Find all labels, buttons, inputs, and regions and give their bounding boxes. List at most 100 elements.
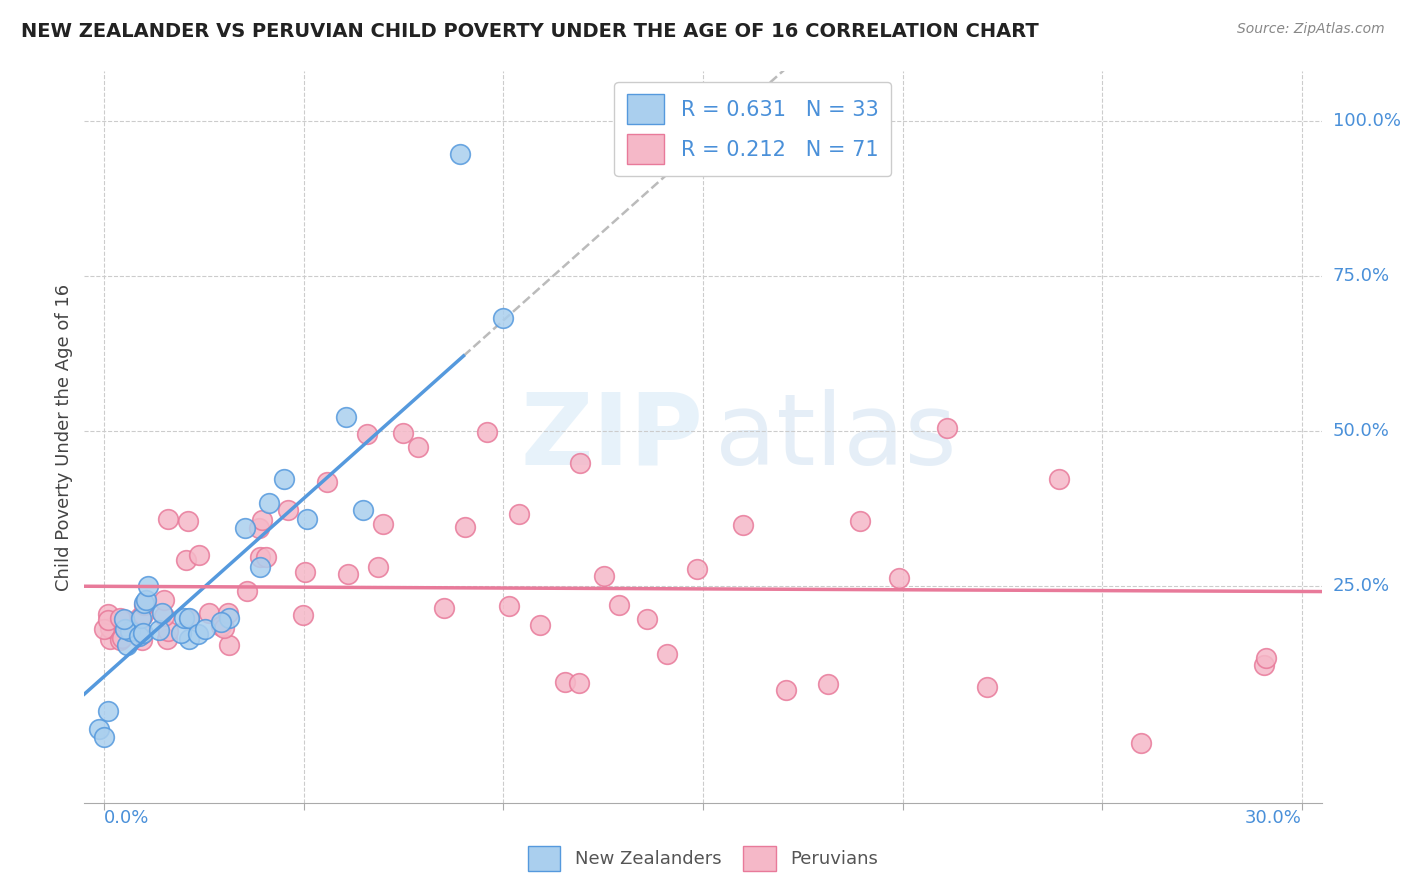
Point (132, 626, 155, 640)
Point (1130, 736, 1153, 750)
Point (775, 682, 797, 697)
Point (209, 618, 232, 632)
Point (636, 612, 658, 626)
Point (179, 610, 201, 624)
Point (936, 421, 959, 435)
Point (132, 598, 155, 612)
Point (177, 632, 200, 646)
Point (156, 512, 179, 526)
Point (93, 731, 115, 745)
Point (568, 675, 591, 690)
Point (131, 625, 153, 640)
Legend: New Zealanders, Peruvians: New Zealanders, Peruvians (520, 838, 886, 879)
Legend: R = 0.631   N = 33, R = 0.212   N = 71: R = 0.631 N = 33, R = 0.212 N = 71 (614, 82, 891, 176)
Point (212, 621, 235, 635)
Point (371, 516, 394, 531)
Point (153, 609, 176, 624)
Point (93, 622, 115, 636)
Text: ZIP: ZIP (520, 389, 703, 485)
Point (150, 606, 173, 620)
Point (217, 606, 239, 620)
Point (108, 633, 131, 648)
Point (98, 621, 121, 635)
Point (97, 607, 120, 621)
Point (367, 560, 389, 574)
Point (115, 638, 138, 652)
Point (554, 674, 576, 689)
Text: 100.0%: 100.0% (1333, 112, 1400, 130)
Point (492, 311, 515, 326)
Point (1254, 651, 1277, 665)
Text: atlas: atlas (716, 389, 957, 485)
Point (477, 425, 499, 440)
Text: 0.0%: 0.0% (104, 809, 149, 827)
Point (849, 514, 872, 528)
Point (89, 722, 111, 736)
Point (1047, 472, 1070, 486)
Point (449, 146, 471, 161)
Point (174, 552, 197, 566)
Point (593, 569, 616, 583)
Point (315, 475, 337, 489)
Point (733, 518, 755, 533)
Point (131, 632, 153, 647)
Point (335, 409, 357, 424)
Point (607, 598, 630, 612)
Point (112, 615, 135, 629)
Point (252, 513, 274, 527)
Text: 75.0%: 75.0% (1333, 267, 1391, 285)
Text: NEW ZEALANDER VS PERUVIAN CHILD POVERTY UNDER THE AGE OF 16 CORRELATION CHART: NEW ZEALANDER VS PERUVIAN CHILD POVERTY … (21, 22, 1039, 41)
Point (114, 622, 136, 636)
Point (657, 647, 679, 661)
Point (111, 631, 134, 645)
Point (568, 456, 591, 470)
Point (132, 607, 155, 622)
Point (257, 496, 280, 510)
Point (218, 610, 240, 624)
Point (131, 627, 153, 641)
Point (108, 611, 131, 625)
Text: 50.0%: 50.0% (1333, 422, 1389, 440)
Text: 30.0%: 30.0% (1244, 809, 1302, 827)
Point (156, 632, 179, 646)
Point (454, 520, 477, 534)
Text: 25.0%: 25.0% (1333, 577, 1391, 595)
Point (254, 550, 277, 565)
Point (277, 503, 299, 517)
Point (433, 600, 456, 615)
Point (392, 425, 415, 440)
Point (187, 627, 209, 641)
Point (136, 579, 159, 593)
Point (292, 608, 315, 623)
Point (170, 626, 193, 640)
Point (273, 471, 295, 485)
Point (247, 521, 270, 535)
Point (233, 521, 256, 535)
Point (356, 427, 378, 442)
Point (134, 596, 156, 610)
Point (198, 606, 221, 620)
Point (97, 613, 120, 627)
Point (294, 565, 316, 579)
Y-axis label: Child Poverty Under the Age of 16: Child Poverty Under the Age of 16 (55, 284, 73, 591)
Point (112, 612, 135, 626)
Point (209, 615, 232, 629)
Point (508, 508, 530, 522)
Point (817, 677, 839, 691)
Point (770, 147, 793, 161)
Point (976, 680, 998, 694)
Point (97, 704, 120, 718)
Text: Source: ZipAtlas.com: Source: ZipAtlas.com (1237, 22, 1385, 37)
Point (187, 548, 209, 562)
Point (177, 514, 200, 528)
Point (135, 592, 157, 607)
Point (529, 618, 551, 632)
Point (336, 567, 359, 582)
Point (115, 615, 138, 629)
Point (177, 612, 200, 626)
Point (98, 632, 121, 646)
Point (686, 562, 709, 576)
Point (173, 610, 195, 624)
Point (887, 571, 910, 585)
Point (148, 623, 170, 637)
